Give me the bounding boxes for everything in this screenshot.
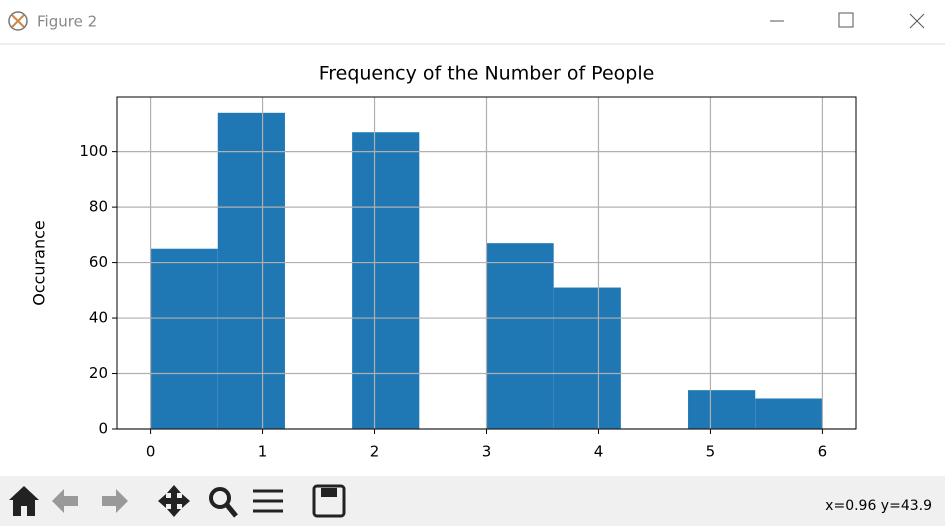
y-tick-label: 0	[98, 420, 108, 438]
y-tick-label: 20	[89, 364, 108, 382]
close-button[interactable]	[909, 13, 925, 29]
bar	[755, 398, 823, 429]
x-tick-label: 0	[146, 443, 156, 461]
x-tick-label: 4	[594, 443, 604, 461]
x-tick-label: 6	[818, 443, 828, 461]
home-button[interactable]	[9, 486, 39, 516]
app-icon	[8, 11, 28, 31]
window-title: Figure 2	[37, 13, 97, 31]
bar	[486, 243, 554, 429]
y-tick-label: 100	[79, 142, 108, 160]
x-tick-label: 5	[706, 443, 716, 461]
y-tick-label: 40	[89, 309, 108, 327]
chart-title: Frequency of the Number of People	[319, 63, 655, 85]
title-bar	[0, 0, 945, 44]
y-tick-label: 80	[89, 198, 108, 216]
bar	[352, 132, 420, 429]
plot-frame	[116, 96, 857, 430]
status-text: x=0.96 y=43.9	[825, 498, 932, 514]
bar	[688, 390, 756, 429]
x-tick-label: 1	[258, 443, 268, 461]
save-button[interactable]	[312, 484, 346, 518]
toolbar-buttons	[9, 484, 346, 518]
configure-button[interactable]	[253, 489, 283, 513]
toolbar	[0, 476, 945, 526]
x-tick-label: 3	[482, 443, 492, 461]
back-button[interactable]	[52, 489, 78, 513]
app-icon-mark	[11, 14, 25, 28]
bar	[150, 248, 218, 429]
y-tick-label: 60	[89, 253, 108, 271]
bar	[553, 287, 621, 429]
save-icon	[321, 488, 337, 497]
zoom-handle	[225, 503, 238, 518]
pan-button[interactable]	[158, 485, 190, 517]
forward-button[interactable]	[102, 489, 128, 513]
figure: Frequency of the Number of PeoplePeopleO…	[30, 63, 857, 493]
y-axis-label: Occurance	[30, 220, 49, 306]
zoom-button[interactable]	[209, 487, 231, 509]
x-tick-label: 2	[370, 443, 380, 461]
bar	[217, 112, 285, 430]
maximize-button[interactable]	[838, 12, 854, 28]
